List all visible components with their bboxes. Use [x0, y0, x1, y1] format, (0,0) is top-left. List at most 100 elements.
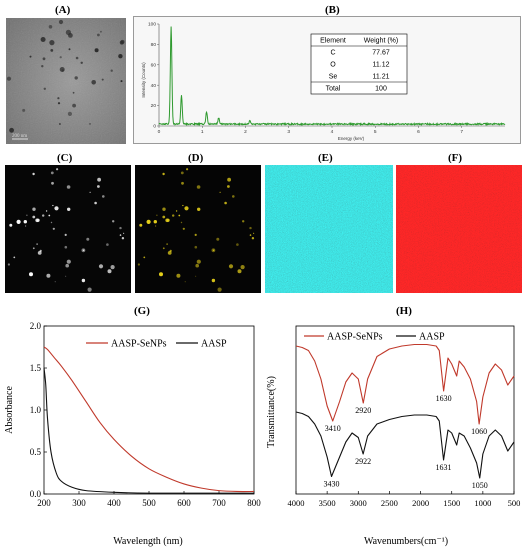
- panel-label-f: (F): [448, 152, 463, 164]
- tem-particle: [9, 127, 14, 133]
- map-d-particle: [242, 220, 245, 223]
- uv-x-tick-label: 300: [72, 498, 86, 508]
- eds-y-tick-label: 20: [151, 103, 157, 109]
- map-c-particle: [102, 195, 105, 198]
- uv-legend: AASP-SeNPs AASP: [86, 339, 227, 350]
- table-cell-weight: 77.67: [372, 50, 390, 57]
- table-frame: [310, 33, 408, 95]
- eds-x-tick-label: 7: [460, 129, 463, 135]
- tem-particle: [58, 19, 64, 25]
- eds-x-tick-label: 2: [244, 129, 247, 135]
- ftir-legend: AASP-SeNPs AASP: [304, 332, 445, 343]
- map-c-particle: [121, 237, 125, 240]
- tem-particle: [6, 76, 12, 81]
- tem-particle: [59, 67, 65, 72]
- map-c-particle: [45, 210, 48, 212]
- ftir-x-tick-label: 3500: [319, 498, 336, 508]
- eds-x-tick-label: 0: [158, 129, 161, 135]
- ftir-series: [295, 343, 515, 479]
- eds-y-tick-label: 60: [151, 62, 157, 68]
- map-d-particle: [159, 272, 163, 277]
- eds-x-tick-label: 5: [374, 129, 377, 135]
- map-d-particle: [251, 237, 255, 240]
- panel-label-h: (H): [396, 305, 412, 317]
- eds-spectrum-line: [158, 26, 506, 127]
- map-d-particle: [217, 287, 222, 292]
- map-d-particle: [162, 215, 166, 219]
- tem-micrograph: 200 nm: [6, 18, 126, 144]
- table-cell-element: C: [330, 50, 335, 57]
- map-d-particle: [228, 264, 234, 269]
- table-cell-weight: 11.21: [373, 74, 390, 81]
- map-d-particle: [253, 232, 255, 234]
- map-d-particle: [162, 207, 166, 211]
- tem-particle: [41, 65, 44, 68]
- tem-particle: [50, 49, 54, 52]
- table-cell-element: Element: [320, 38, 346, 45]
- tem-particle: [58, 123, 61, 125]
- map-c-particle: [110, 265, 115, 270]
- ftir-peak-label: 3430: [324, 480, 340, 489]
- map-c-particle: [32, 247, 35, 250]
- element-weight-table: Element Weight (%) C 77.67 O 11.12 Se 11.21 Tota…: [310, 33, 408, 95]
- map-c-particle: [97, 177, 101, 182]
- ftir-x-tick-label: 4000: [288, 498, 305, 508]
- map-d-particle: [227, 185, 230, 188]
- map-d-particle: [180, 171, 184, 175]
- map-d-particle: [212, 249, 215, 251]
- map-d-particle: [181, 181, 184, 185]
- ftir-peak-label: 3410: [325, 424, 341, 433]
- map-c-particle: [97, 185, 100, 188]
- map-c-particle: [66, 259, 71, 264]
- map-d-particle: [155, 225, 157, 227]
- ftir-peak-label: 1060: [471, 427, 487, 436]
- map-d-particle: [211, 278, 216, 283]
- map-c-particle: [86, 237, 90, 241]
- map-d-particle: [240, 265, 245, 270]
- map-d-particle: [186, 168, 189, 171]
- map-d-particle: [249, 226, 252, 230]
- map-c-particle: [112, 220, 115, 223]
- map-c-particle: [7, 263, 10, 266]
- tem-particle: [110, 69, 113, 72]
- map-d-particle: [169, 249, 172, 252]
- table-cell-weight: Weight (%): [364, 38, 399, 45]
- ftir-legend-label: AASP: [419, 332, 445, 343]
- map-c-particle: [36, 243, 38, 245]
- map-d-particles: [137, 168, 255, 292]
- ftir-x-tick-label: 500: [508, 498, 521, 508]
- panel-label-d: (D): [188, 152, 204, 164]
- ftir-peak-label: 1050: [472, 481, 488, 490]
- map-d-particle: [195, 275, 197, 277]
- tem-particle: [75, 56, 79, 60]
- map-c-particle: [67, 207, 71, 211]
- map-c-particle: [9, 223, 13, 227]
- ftir-x-tick-label: 2000: [412, 498, 429, 508]
- ftir-x-tick-label: 1500: [443, 498, 460, 508]
- uv-x-tick-label: 500: [142, 498, 156, 508]
- ftir-series-line-1: [295, 411, 515, 479]
- tem-particle: [65, 29, 71, 35]
- ftir-x-tick-label: 2500: [381, 498, 398, 508]
- uv-series-line-1: [43, 367, 254, 494]
- map-d-particle: [219, 191, 221, 193]
- eds-y-tick-label: 0: [153, 124, 156, 130]
- tem-particle: [97, 33, 100, 37]
- ftir-peak-label: 1631: [436, 463, 452, 472]
- map-c-particle: [13, 256, 16, 259]
- ftir-peak-label: 1630: [436, 394, 452, 403]
- map-c-particle: [25, 225, 27, 227]
- map-c-particle: [64, 245, 68, 249]
- uv-y-axis-label: Absorbance: [4, 386, 15, 434]
- map-c-particle: [56, 168, 59, 171]
- map-d-particle: [197, 207, 201, 211]
- map-d-particle: [176, 273, 181, 278]
- tem-particle: [59, 56, 62, 59]
- tem-particle: [72, 91, 75, 94]
- panel-label-c: (C): [57, 152, 73, 164]
- tem-particle: [80, 61, 83, 64]
- map-c-particle: [51, 181, 54, 185]
- map-d-particle: [194, 245, 198, 249]
- tem-particle: [48, 25, 53, 29]
- table-cell-weight: 11.12: [373, 62, 390, 69]
